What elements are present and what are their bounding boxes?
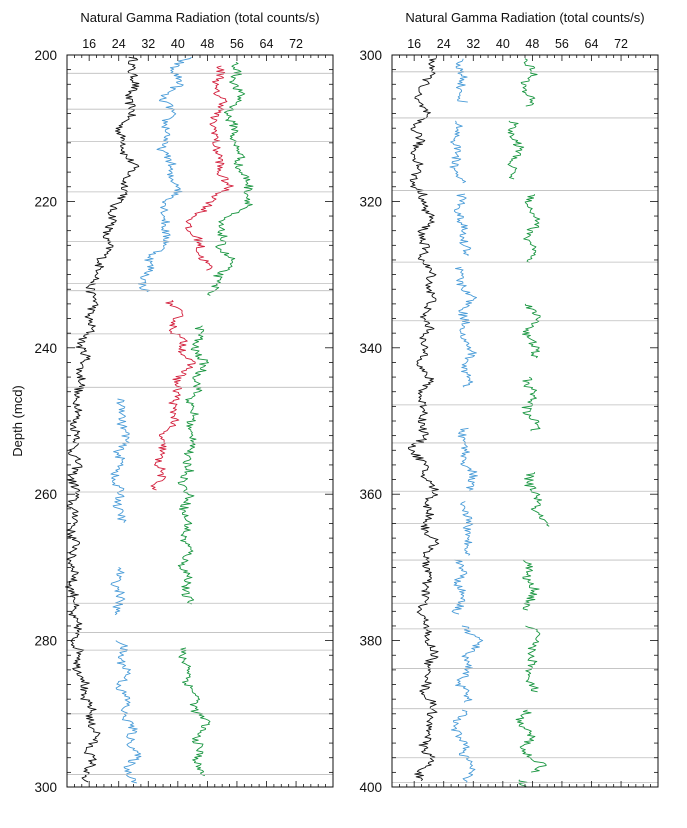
right-y-tick-label: 380 <box>359 634 382 649</box>
right-series-6-green-line <box>523 194 541 263</box>
left-x-tick-label: 48 <box>200 37 214 51</box>
panel-right-frame <box>391 54 659 788</box>
panel-left-title: Natural Gamma Radiation (total counts/s) <box>80 10 319 25</box>
left-y-tick-label: 200 <box>34 48 57 63</box>
left-x-tick-label: 56 <box>230 37 244 51</box>
left-series-8-blue-line <box>115 640 142 784</box>
left-x-tick-label: 40 <box>171 37 185 51</box>
right-series-14-green-line <box>522 559 540 611</box>
right-x-tick-label: 16 <box>407 37 421 51</box>
right-y-tick-label: 300 <box>359 48 382 63</box>
panel-right-x-axis: 16 24 32 40 48 56 64 72 <box>398 37 652 787</box>
left-y-tick-label: 260 <box>34 487 57 502</box>
left-y-tick-label: 220 <box>34 194 57 209</box>
left-x-tick-label: 64 <box>260 37 274 51</box>
left-series-0-black-line <box>65 56 140 783</box>
left-series-4-red-line <box>150 299 196 491</box>
panel-right-y-axis: 300 320 340 360 380 400 <box>359 48 658 795</box>
right-x-tick-label: 40 <box>496 37 510 51</box>
left-series-9-green-line <box>178 647 211 777</box>
right-x-tick-label: 56 <box>555 37 569 51</box>
right-series-16-green-line <box>525 625 541 693</box>
right-series-9-green-line <box>521 376 541 432</box>
right-series-2-green-line <box>520 58 538 107</box>
right-series-18-green-line <box>515 709 547 773</box>
y-axis-label: Depth (mcd) <box>10 385 25 457</box>
panel-left-traces <box>65 56 254 784</box>
left-series-7-blue-line <box>110 567 126 616</box>
right-series-17-blue-line <box>450 709 476 783</box>
right-series-15-blue-line <box>455 625 484 703</box>
panel-right-traces <box>407 58 550 787</box>
right-y-tick-label: 400 <box>359 780 382 795</box>
right-y-tick-label: 320 <box>359 194 382 209</box>
left-series-1-blue-line <box>138 56 192 293</box>
left-y-tick-label: 300 <box>34 780 57 795</box>
left-y-tick-label: 280 <box>34 634 57 649</box>
panel-right-core-boundaries <box>392 71 658 784</box>
right-x-tick-label: 48 <box>525 37 539 51</box>
right-series-10-blue-line <box>457 427 478 491</box>
left-series-3-green-line <box>207 61 254 296</box>
panel-left-frame <box>66 54 334 788</box>
left-y-tick-label: 240 <box>34 341 57 356</box>
panel-left-y-axis: 200 220 240 260 280 300 <box>34 48 333 795</box>
right-series-8-green-line <box>522 303 541 359</box>
panel-right-title: Natural Gamma Radiation (total counts/s) <box>405 10 644 25</box>
left-x-tick-label: 72 <box>289 37 303 51</box>
left-x-tick-label: 24 <box>112 37 126 51</box>
right-x-tick-label: 72 <box>614 37 628 51</box>
left-series-5-green-line <box>177 325 209 605</box>
right-series-5-blue-line <box>453 193 472 257</box>
right-series-0-black-line <box>407 58 440 782</box>
right-series-4-green-line <box>507 120 525 180</box>
right-series-12-blue-line <box>460 501 474 556</box>
right-series-3-blue-line <box>449 120 467 184</box>
right-series-13-blue-line <box>451 559 468 615</box>
right-x-tick-label: 32 <box>466 37 480 51</box>
right-series-1-blue-line <box>455 58 468 103</box>
right-series-11-green-line <box>524 472 550 527</box>
panel-right: Natural Gamma Radiation (total counts/s)… <box>359 10 659 795</box>
right-x-tick-label: 24 <box>437 37 451 51</box>
right-x-tick-label: 64 <box>585 37 599 51</box>
left-series-6-blue-line <box>110 398 130 524</box>
right-series-7-blue-line <box>455 266 477 388</box>
panel-left-x-axis: 16 24 32 40 48 56 64 72 <box>73 37 327 787</box>
panel-left: Natural Gamma Radiation (total counts/s)… <box>34 10 334 795</box>
right-y-tick-label: 360 <box>359 487 382 502</box>
left-x-tick-label: 16 <box>82 37 96 51</box>
panel-left-core-boundaries <box>67 72 333 775</box>
right-y-tick-label: 340 <box>359 341 382 356</box>
left-x-tick-label: 32 <box>141 37 155 51</box>
left-series-2-red-line <box>185 65 234 271</box>
